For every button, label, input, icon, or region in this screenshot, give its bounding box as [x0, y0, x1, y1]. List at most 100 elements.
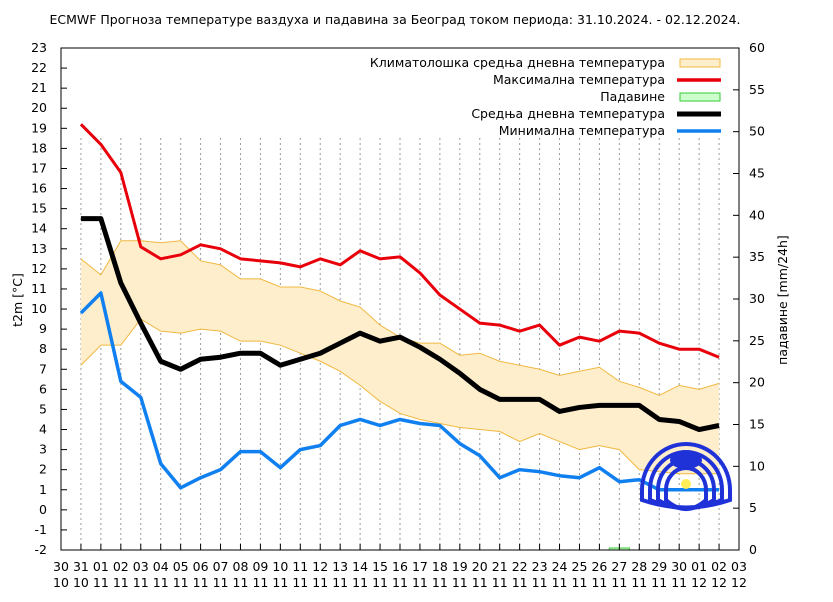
y-tick-label: 2 — [39, 462, 47, 477]
y2-tick-label: 15 — [749, 417, 765, 432]
x-tick-label-month: 11 — [252, 575, 268, 590]
x-tick-label-day: 23 — [532, 559, 548, 574]
x-tick-label-month: 11 — [173, 575, 189, 590]
x-tick-label-month: 10 — [73, 575, 89, 590]
y2-tick-label: 5 — [749, 500, 757, 515]
x-tick-label-month: 11 — [452, 575, 468, 590]
climatology-lower-edge — [80, 318, 720, 475]
y2-tick-label: 10 — [749, 458, 765, 473]
x-tick-label-day: 22 — [512, 559, 528, 574]
x-tick-label-day: 17 — [412, 559, 428, 574]
x-tick-label-month: 11 — [352, 575, 368, 590]
y-axis-label: t2m [°C] — [10, 273, 25, 327]
x-tick-label-day: 12 — [312, 559, 328, 574]
y2-tick-label: 55 — [749, 82, 765, 97]
x-tick-label-day: 11 — [292, 559, 308, 574]
rhmz-logo-icon — [640, 442, 732, 511]
x-tick-label-month: 11 — [233, 575, 249, 590]
y2-tick-label: 60 — [749, 40, 765, 55]
x-tick-label-month: 11 — [591, 575, 607, 590]
series-line-1 — [80, 216, 720, 433]
y2-tick-label: 25 — [749, 333, 765, 348]
x-tick-label-day: 03 — [731, 559, 747, 574]
chart-title: ECMWF Прогноза температуре ваздуха и пад… — [49, 12, 741, 27]
y2-tick-label: 40 — [749, 207, 765, 222]
x-tick-label-month: 11 — [671, 575, 687, 590]
x-tick-label-month: 11 — [93, 575, 109, 590]
x-tick-label-day: 10 — [272, 559, 288, 574]
y-tick-label: 4 — [39, 422, 47, 437]
y2-tick-label: 20 — [749, 375, 765, 390]
x-tick-label-day: 18 — [432, 559, 448, 574]
x-tick-label-day: 08 — [233, 559, 249, 574]
y-tick-label: 11 — [31, 281, 47, 296]
x-tick-label-month: 10 — [53, 575, 69, 590]
x-tick-label-day: 30 — [53, 559, 69, 574]
legend-label: Максимална температура — [493, 72, 665, 87]
x-tick-label-day: 01 — [93, 559, 109, 574]
x-tick-label-day: 13 — [332, 559, 348, 574]
x-tick-label-day: 09 — [252, 559, 268, 574]
y-tick-label: 23 — [31, 40, 47, 55]
x-tick-label-day: 27 — [611, 559, 627, 574]
x-tick-label-day: 02 — [711, 559, 727, 574]
x-tick-label-day: 29 — [651, 559, 667, 574]
legend-swatch — [679, 92, 721, 102]
series-line-0 — [79, 123, 720, 359]
x-tick-label-month: 11 — [392, 575, 408, 590]
y-tick-label: 10 — [31, 301, 47, 316]
legend-swatch — [679, 58, 721, 68]
y-tick-label: 5 — [39, 401, 47, 416]
x-tick-label-month: 12 — [691, 575, 707, 590]
x-tick-label-day: 03 — [133, 559, 149, 574]
x-tick-label-month: 11 — [292, 575, 308, 590]
x-tick-label-month: 11 — [113, 575, 129, 590]
x-tick-label-month: 11 — [631, 575, 647, 590]
x-tick-label-month: 11 — [153, 575, 169, 590]
y-tick-label: 12 — [31, 261, 47, 276]
x-tick-label-day: 14 — [352, 559, 368, 574]
x-tick-label-month: 11 — [312, 575, 328, 590]
y-tick-label: -2 — [35, 542, 47, 557]
x-tick-label-day: 31 — [73, 559, 89, 574]
y2-tick-label: 45 — [749, 166, 765, 181]
y-tick-label: 19 — [31, 120, 47, 135]
y-tick-label: 1 — [39, 482, 47, 497]
y-tick-label: 17 — [31, 160, 47, 175]
x-tick-label-day: 07 — [213, 559, 229, 574]
x-tick-label-day: 01 — [691, 559, 707, 574]
series-line-2 — [79, 291, 720, 492]
y-tick-label: 14 — [31, 221, 47, 236]
x-tick-label-month: 11 — [611, 575, 627, 590]
x-tick-label-month: 11 — [272, 575, 288, 590]
x-tick-label-day: 05 — [173, 559, 189, 574]
y-tick-label: 22 — [31, 60, 47, 75]
y-tick-label: 21 — [31, 80, 47, 95]
legend-label: Минимална температура — [499, 123, 665, 138]
y2-tick-label: 30 — [749, 291, 765, 306]
x-tick-label-day: 02 — [113, 559, 129, 574]
x-tick-label-day: 25 — [572, 559, 588, 574]
x-tick-label-month: 11 — [492, 575, 508, 590]
y2-tick-label: 0 — [749, 542, 757, 557]
y-tick-label: 18 — [31, 140, 47, 155]
x-tick-label-month: 11 — [651, 575, 667, 590]
x-tick-label-month: 12 — [731, 575, 747, 590]
legend-label: Средња дневна температура — [471, 106, 665, 121]
x-tick-label-month: 11 — [412, 575, 428, 590]
y2-tick-label: 35 — [749, 249, 765, 264]
y2-axis-label: падавине [mm/24h] — [775, 235, 790, 365]
climatology-band — [80, 240, 720, 474]
x-tick-label-day: 26 — [591, 559, 607, 574]
x-tick-label-month: 11 — [552, 575, 568, 590]
y-tick-label: 8 — [39, 341, 47, 356]
y-tick-label: 9 — [39, 321, 47, 336]
y-tick-label: 13 — [31, 241, 47, 256]
y-tick-label: 6 — [39, 381, 47, 396]
x-tick-label-day: 19 — [452, 559, 468, 574]
x-tick-label-month: 11 — [332, 575, 348, 590]
y2-tick-label: 50 — [749, 124, 765, 139]
x-tick-label-month: 11 — [512, 575, 528, 590]
x-tick-label-month: 11 — [472, 575, 488, 590]
